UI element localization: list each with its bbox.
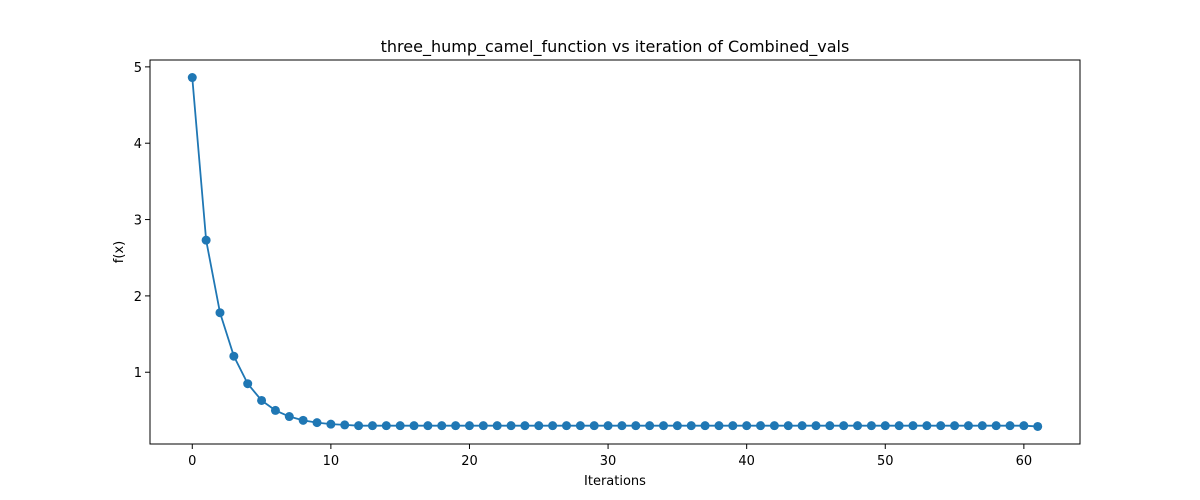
data-point [409,421,419,431]
data-point [977,421,987,431]
x-axis-label: Iterations [584,474,646,489]
data-point [603,421,613,431]
data-point [284,412,294,422]
data-point [215,308,225,318]
data-point [589,421,599,431]
data-point [811,421,821,431]
x-tick-label: 50 [877,454,894,469]
y-tick-label: 1 [134,366,142,381]
data-point [340,420,350,430]
chart-title: three_hump_camel_function vs iteration o… [381,37,850,57]
data-point [714,421,724,431]
data-point [617,421,627,431]
data-point [880,421,890,431]
data-point [423,421,433,431]
y-tick-label: 4 [134,137,142,152]
data-point [769,421,779,431]
data-point [659,421,669,431]
data-point [936,421,946,431]
data-point [520,421,530,431]
data-point [1033,421,1043,431]
x-axis-ticks: 0 10 20 30 40 50 60 [188,444,1032,469]
data-point [229,351,239,361]
data-point [270,405,280,415]
y-tick-label: 5 [134,61,142,76]
data-point [451,421,461,431]
data-point [243,379,253,389]
x-tick-label: 30 [600,454,617,469]
series-markers [187,73,1043,431]
data-point [201,235,211,245]
y-tick-label: 2 [134,290,142,305]
data-point [464,421,474,431]
data-point [839,421,849,431]
data-point [298,415,308,425]
data-point [825,421,835,431]
data-point [534,421,544,431]
data-point [645,421,655,431]
data-point [257,395,267,405]
data-point [395,421,405,431]
data-point [561,421,571,431]
data-point [686,421,696,431]
axes-frame [149,59,1081,445]
x-tick-label: 10 [323,454,340,469]
data-point [548,421,558,431]
x-tick-label: 0 [188,454,196,469]
data-point [437,421,447,431]
data-point [728,421,738,431]
data-point [312,418,322,428]
data-point [783,421,793,431]
data-point [866,421,876,431]
data-point [354,421,364,431]
data-point [908,421,918,431]
y-axis-ticks: 1 2 3 4 5 [134,61,150,381]
data-point [478,421,488,431]
data-point [492,421,502,431]
data-point [381,421,391,431]
data-point [797,421,807,431]
data-point [950,421,960,431]
data-point [853,421,863,431]
data-point [672,421,682,431]
data-point [631,421,641,431]
data-point [187,73,197,83]
x-tick-label: 60 [1016,454,1033,469]
y-tick-label: 3 [134,214,142,229]
y-axis-label: f(x) [112,241,127,263]
data-point [894,421,904,431]
data-point [756,421,766,431]
data-point [1019,421,1029,431]
data-point [1005,421,1015,431]
x-tick-label: 20 [461,454,478,469]
data-point [742,421,752,431]
data-point [963,421,973,431]
data-point [367,421,377,431]
data-point [326,419,336,429]
data-point [991,421,1001,431]
data-point [922,421,932,431]
data-point [506,421,516,431]
plot-area [149,59,1081,445]
data-point [575,421,585,431]
x-tick-label: 40 [738,454,755,469]
data-point [700,421,710,431]
